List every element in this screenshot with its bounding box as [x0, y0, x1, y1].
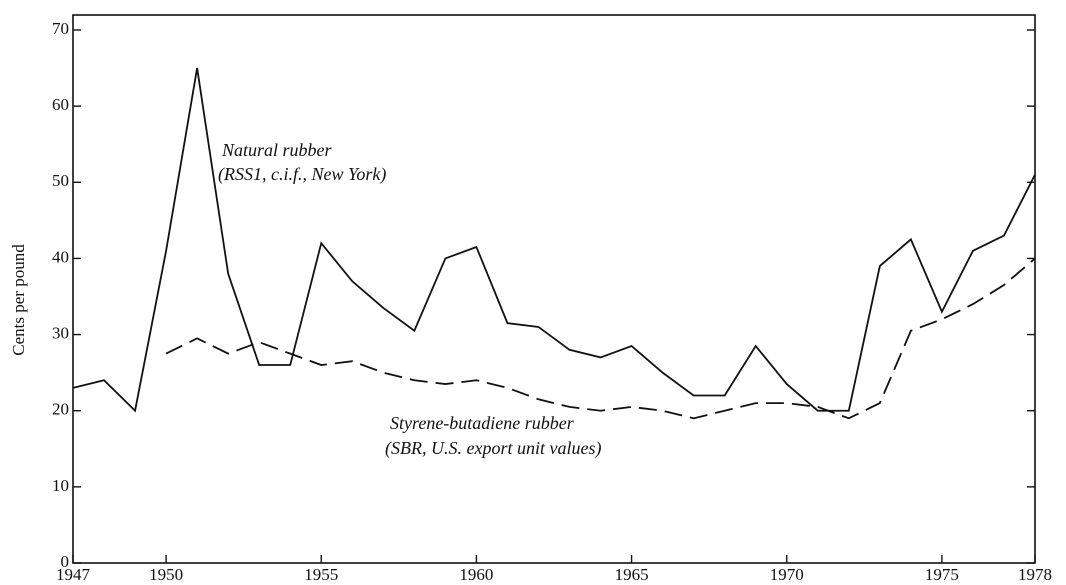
annotation-detail: (SBR, U.S. export unit values) — [385, 438, 601, 459]
plot-frame — [72, 14, 1036, 564]
x-tick-label: 1965 — [615, 565, 649, 584]
annotation-name: Natural rubber — [221, 140, 333, 160]
annotation-name: Styrene-butadiene rubber — [390, 413, 575, 433]
y-tick-label: 70 — [52, 19, 69, 38]
x-tick-label: 1970 — [770, 565, 804, 584]
y-tick-label: 60 — [52, 95, 69, 114]
x-tick-label: 1960 — [459, 565, 493, 584]
x-tick-label: 1947 — [56, 565, 91, 584]
x-tick-label: 1978 — [1018, 565, 1052, 584]
y-tick-label: 40 — [52, 247, 69, 266]
y-axis-label: Cents per pound — [9, 244, 28, 356]
y-tick-label: 30 — [52, 323, 69, 342]
x-tick-label: 1955 — [304, 565, 338, 584]
annotation-detail: (RSS1, c.i.f., New York) — [218, 164, 386, 185]
x-tick-label: 1950 — [149, 565, 183, 584]
y-tick-label: 50 — [52, 171, 69, 190]
y-tick-label: 10 — [52, 476, 69, 495]
y-tick-label: 20 — [52, 400, 69, 419]
series-line — [72, 67, 1036, 413]
x-tick-label: 1975 — [925, 565, 959, 584]
series-line — [165, 257, 1036, 420]
y-tick-label: 0 — [61, 552, 70, 571]
